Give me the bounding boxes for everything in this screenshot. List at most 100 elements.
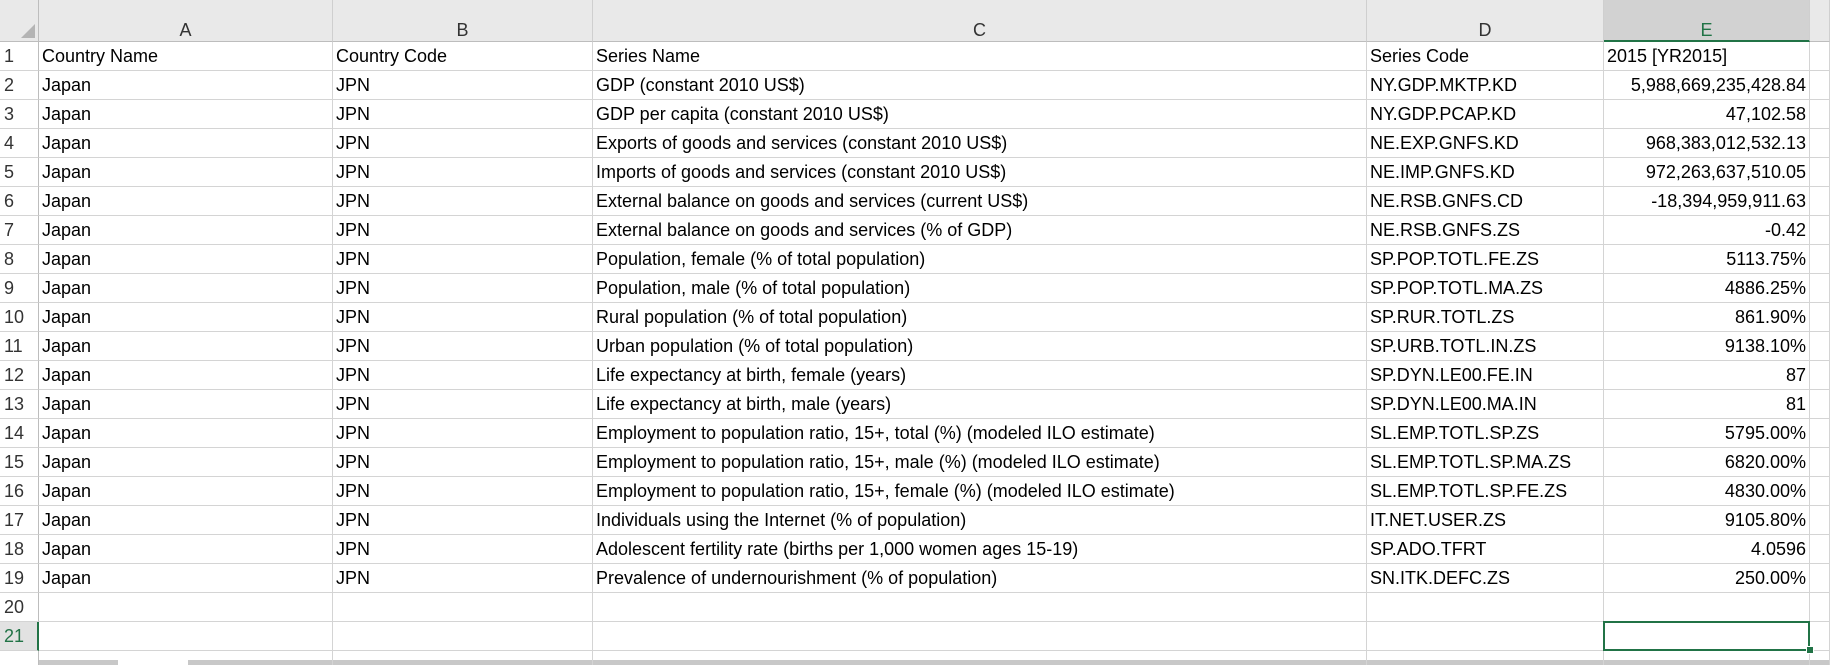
cell[interactable]: Japan [39,274,333,303]
cell[interactable]: GDP per capita (constant 2010 US$) [593,100,1367,129]
cell[interactable]: Prevalence of undernourishment (% of pop… [593,564,1367,593]
cell[interactable] [1367,651,1604,665]
cell[interactable]: JPN [333,535,593,564]
cell[interactable]: GDP (constant 2010 US$) [593,71,1367,100]
column-header[interactable]: A [39,0,333,42]
cell[interactable]: Life expectancy at birth, male (years) [593,390,1367,419]
cell[interactable]: Individuals using the Internet (% of pop… [593,506,1367,535]
cell[interactable]: Japan [39,477,333,506]
cell[interactable]: Population, female (% of total populatio… [593,245,1367,274]
cell[interactable] [1367,593,1604,622]
cell[interactable]: Japan [39,129,333,158]
cell[interactable]: External balance on goods and services (… [593,187,1367,216]
cell[interactable] [1604,593,1810,622]
cell[interactable] [593,593,1367,622]
cell[interactable]: 2015 [YR2015] [1604,42,1810,71]
cell[interactable] [593,651,1367,665]
cell[interactable]: Country Name [39,42,333,71]
cell[interactable] [333,651,593,665]
cell[interactable]: SP.ADO.TFRT [1367,535,1604,564]
cell[interactable]: Japan [39,506,333,535]
cell[interactable]: SP.POP.TOTL.FE.ZS [1367,245,1604,274]
select-all[interactable] [0,0,39,42]
cell[interactable]: JPN [333,390,593,419]
fill-handle[interactable] [1806,646,1814,654]
row-header[interactable]: 7 [0,216,39,245]
cell[interactable]: JPN [333,419,593,448]
cell[interactable] [39,651,333,665]
cell[interactable] [1367,622,1604,651]
cell[interactable]: SL.EMP.TOTL.SP.FE.ZS [1367,477,1604,506]
cell[interactable]: SN.ITK.DEFC.ZS [1367,564,1604,593]
cell[interactable]: Employment to population ratio, 15+, mal… [593,448,1367,477]
cell[interactable]: SL.EMP.TOTL.SP.ZS [1367,419,1604,448]
cell[interactable]: JPN [333,477,593,506]
row-header[interactable]: 4 [0,129,39,158]
cell[interactable]: Japan [39,332,333,361]
row-header[interactable]: 10 [0,303,39,332]
column-header[interactable]: B [333,0,593,42]
cell[interactable]: Series Code [1367,42,1604,71]
cell[interactable]: JPN [333,448,593,477]
cell[interactable] [593,622,1367,651]
cell[interactable]: -0.42 [1604,216,1810,245]
cell[interactable]: IT.NET.USER.ZS [1367,506,1604,535]
cell[interactable]: Exports of goods and services (constant … [593,129,1367,158]
row-header[interactable]: 15 [0,448,39,477]
cell[interactable]: NY.GDP.MKTP.KD [1367,71,1604,100]
row-header[interactable]: 17 [0,506,39,535]
cell[interactable]: Imports of goods and services (constant … [593,158,1367,187]
cell[interactable]: JPN [333,187,593,216]
cell[interactable]: 4886.25% [1604,274,1810,303]
cell[interactable]: Series Name [593,42,1367,71]
cell[interactable]: NE.IMP.GNFS.KD [1367,158,1604,187]
cell[interactable]: Japan [39,71,333,100]
cell[interactable]: 81 [1604,390,1810,419]
row-header[interactable]: 6 [0,187,39,216]
cell[interactable]: 6820.00% [1604,448,1810,477]
cell[interactable]: NE.RSB.GNFS.CD [1367,187,1604,216]
cell[interactable]: Adolescent fertility rate (births per 1,… [593,535,1367,564]
row-header[interactable]: 5 [0,158,39,187]
row-header[interactable]: 12 [0,361,39,390]
row-header[interactable]: 13 [0,390,39,419]
cell[interactable]: JPN [333,274,593,303]
cell[interactable]: Country Code [333,42,593,71]
cell[interactable]: Japan [39,448,333,477]
cell[interactable]: 5,988,669,235,428.84 [1604,71,1810,100]
cell[interactable]: Japan [39,245,333,274]
cell[interactable]: Japan [39,390,333,419]
cell[interactable]: 87 [1604,361,1810,390]
cell[interactable]: JPN [333,216,593,245]
cell[interactable]: Urban population (% of total population) [593,332,1367,361]
row-header[interactable]: 16 [0,477,39,506]
cell[interactable]: 968,383,012,532.13 [1604,129,1810,158]
cell[interactable]: Japan [39,216,333,245]
cell[interactable]: 5113.75% [1604,245,1810,274]
cell[interactable]: 861.90% [1604,303,1810,332]
row-header[interactable]: 11 [0,332,39,361]
cell[interactable] [1604,651,1810,665]
cell[interactable]: 972,263,637,510.05 [1604,158,1810,187]
column-header[interactable]: D [1367,0,1604,42]
row-header[interactable]: 19 [0,564,39,593]
cell[interactable]: 47,102.58 [1604,100,1810,129]
cell[interactable]: Japan [39,361,333,390]
cell[interactable]: SP.URB.TOTL.IN.ZS [1367,332,1604,361]
row-header[interactable]: 3 [0,100,39,129]
row-header[interactable]: 8 [0,245,39,274]
cell[interactable]: SP.POP.TOTL.MA.ZS [1367,274,1604,303]
cell[interactable]: Japan [39,303,333,332]
cell[interactable]: SP.DYN.LE00.FE.IN [1367,361,1604,390]
row-header[interactable]: 18 [0,535,39,564]
cell[interactable]: JPN [333,129,593,158]
cell[interactable]: Japan [39,564,333,593]
cell[interactable]: 250.00% [1604,564,1810,593]
cell[interactable]: 9138.10% [1604,332,1810,361]
cell[interactable]: JPN [333,245,593,274]
column-header[interactable]: E [1604,0,1810,42]
cell[interactable]: NE.RSB.GNFS.ZS [1367,216,1604,245]
cell[interactable]: JPN [333,71,593,100]
cell[interactable]: SL.EMP.TOTL.SP.MA.ZS [1367,448,1604,477]
cell[interactable] [39,622,333,651]
